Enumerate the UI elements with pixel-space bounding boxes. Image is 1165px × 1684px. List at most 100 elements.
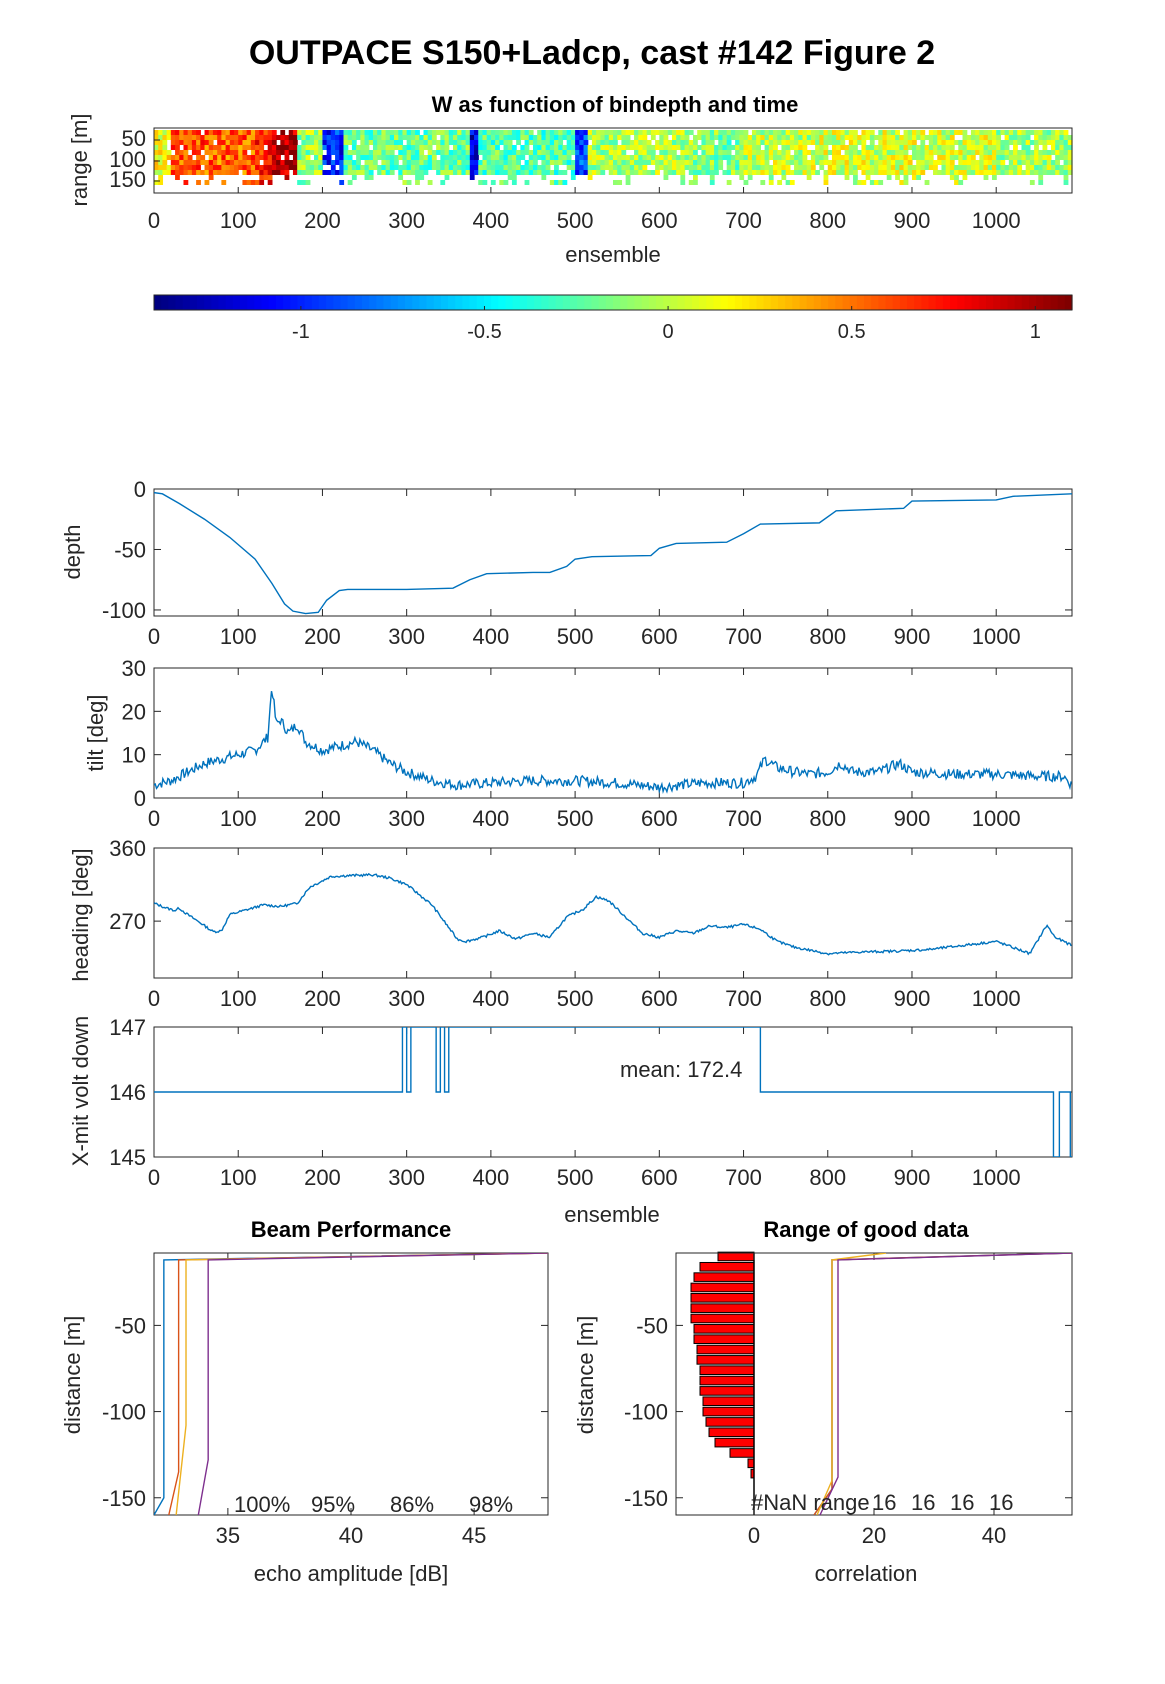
w-image-cell <box>823 150 829 155</box>
w-image-cell <box>629 140 635 145</box>
w-image-cell <box>212 155 218 160</box>
colorbar-swatch <box>161 295 169 310</box>
w-image-cell <box>869 170 875 175</box>
w-image-cell <box>773 155 778 160</box>
w-image-cell <box>246 180 252 185</box>
w-image-cell <box>1059 150 1065 155</box>
w-image-cell <box>187 140 193 145</box>
range-bar <box>702 1406 755 1417</box>
w-image-cell <box>773 150 778 155</box>
w-image-cell <box>486 165 492 170</box>
w-image-cell <box>532 170 538 175</box>
w-image-cell <box>448 150 454 155</box>
colorbar-swatch <box>519 295 528 310</box>
heading-series-line <box>154 872 1072 956</box>
w-image-cell <box>301 160 307 165</box>
w-image-cell <box>242 180 248 185</box>
w-image-cell <box>263 160 269 165</box>
w-image-cell <box>1004 135 1010 140</box>
w-image-cell <box>318 140 324 145</box>
w-image-cell <box>848 130 854 135</box>
tilt-series-group <box>154 691 1072 795</box>
w-image-cell <box>899 180 905 185</box>
tilt-xtick-label: 400 <box>473 806 510 831</box>
w-image-cell <box>499 140 505 145</box>
w-image-cell <box>840 155 846 160</box>
w-image-cell <box>175 160 180 165</box>
w-image-cell <box>810 135 816 140</box>
w-image-cell <box>448 140 454 145</box>
w-image-cell <box>486 170 492 175</box>
w-image-cell <box>806 175 812 180</box>
w-image-cell <box>827 140 833 145</box>
range-good-data-title: Range of good data <box>763 1217 969 1242</box>
w-image-cell <box>1029 130 1035 135</box>
colorbar-swatch <box>856 295 865 310</box>
w-image-cell <box>979 140 985 145</box>
w-image-cell <box>170 145 176 150</box>
w-image-cell <box>764 135 770 140</box>
w-image-cell <box>604 165 610 170</box>
w-image-cell <box>1063 170 1069 175</box>
w-image-cell <box>292 130 298 135</box>
w-image-cell <box>394 165 399 170</box>
w-image-cell <box>558 150 564 155</box>
beam-xtick-label: 35 <box>216 1523 240 1548</box>
w-image-cell <box>857 165 863 170</box>
w-image-cell <box>709 130 715 135</box>
range-xtick-label: 20 <box>862 1523 886 1548</box>
colorbar-swatch <box>813 295 822 310</box>
w-image-cell <box>831 130 837 135</box>
w-image-cell <box>810 170 816 175</box>
colorbar-swatch <box>777 295 786 310</box>
w-image-cell <box>1004 140 1010 145</box>
w-image-cell <box>996 140 1002 145</box>
xmit-panel: 0 100 200 300 400 500 600 700 800 900 100014514614… <box>68 1015 1073 1227</box>
w-image-cell <box>415 160 420 165</box>
w-image-cell <box>528 155 534 160</box>
colorbar-swatch <box>577 295 585 310</box>
w-image-cell <box>318 160 324 165</box>
w-image-cell <box>507 130 513 135</box>
w-image-cell <box>402 155 408 160</box>
w-image-cell <box>541 170 547 175</box>
w-image-cell <box>204 150 210 155</box>
w-image-cell <box>575 135 580 140</box>
w-image-cell <box>903 145 909 150</box>
w-image-cell <box>1008 130 1014 135</box>
w-image-cell <box>318 145 324 150</box>
w-image-cell <box>339 155 345 160</box>
w-image-cell <box>402 135 408 140</box>
w-image-cell <box>634 165 639 170</box>
w-image-cell <box>848 140 854 145</box>
w-image-cell <box>415 180 420 185</box>
w-image-cell <box>617 180 623 185</box>
w-image-cell <box>229 170 235 175</box>
w-image-cell <box>680 130 686 135</box>
w-image-cell <box>802 165 808 170</box>
w-image-cell <box>781 170 787 175</box>
w-image-cell <box>499 160 505 165</box>
w-image-xtick-label: 1000 <box>972 208 1021 233</box>
w-image-cell <box>511 160 517 165</box>
w-image-cell <box>865 175 871 180</box>
range-bar <box>690 1313 755 1324</box>
w-image-cell <box>764 150 770 155</box>
w-image-cell <box>1059 135 1065 140</box>
w-image-cell <box>263 140 269 145</box>
w-image-cell <box>305 160 311 165</box>
w-image-cell <box>890 145 896 150</box>
w-image-cell <box>1042 155 1048 160</box>
w-image-ylabel: range [m] <box>67 114 92 207</box>
w-image-cell <box>360 145 366 150</box>
tilt-xtick-label: 800 <box>809 806 846 831</box>
w-image-cell <box>284 145 290 150</box>
w-image-cell <box>351 165 357 170</box>
w-image-cell <box>781 145 787 150</box>
w-image-cell <box>895 175 900 180</box>
w-image-cell <box>827 170 833 175</box>
range-bar <box>696 1344 755 1355</box>
w-image-cell <box>301 180 307 185</box>
w-image-cell <box>259 155 265 160</box>
w-image-cell <box>840 165 846 170</box>
